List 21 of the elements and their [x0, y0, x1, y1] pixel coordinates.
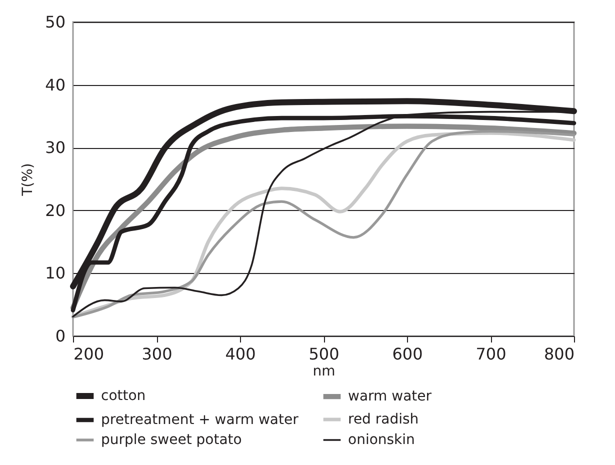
legend-label: pretreatment + warm water [101, 412, 299, 428]
x-tick-label: 300 [142, 344, 172, 364]
x-tick-label: 500 [308, 344, 340, 364]
x-tick-label: 700 [476, 344, 506, 364]
x-axis-title: nm [312, 364, 336, 380]
x-tick-label: 800 [544, 344, 574, 364]
legend-label: onionskin [348, 432, 415, 448]
y-tick-label: 10 [45, 264, 66, 283]
legend-label: cotton [101, 388, 146, 404]
legend-label: red radish [348, 412, 419, 428]
y-tick-label: 50 [45, 12, 66, 32]
legend-label: warm water [348, 388, 432, 405]
legend-label: purple sweet potato [101, 432, 242, 448]
y-axis-title: T(%) [20, 163, 36, 197]
y-tick-label: 30 [45, 138, 66, 158]
y-tick-label: 20 [45, 200, 66, 220]
x-tick-label: 600 [392, 344, 423, 364]
x-tick-label: 200 [74, 344, 104, 364]
y-tick-label: 0 [55, 326, 66, 346]
x-tick-label: 400 [225, 344, 256, 364]
y-tick-label: 40 [45, 75, 66, 94]
